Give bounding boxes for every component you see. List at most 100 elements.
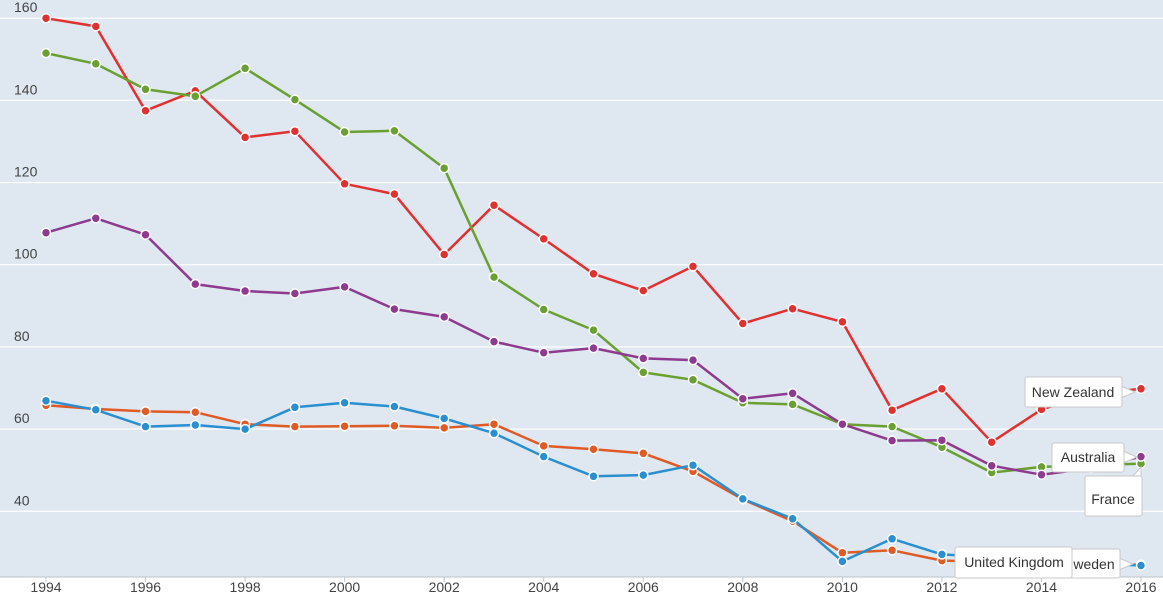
data-point-new-zealand-2004[interactable]	[538, 233, 549, 245]
data-point-sweden-2000[interactable]	[339, 397, 350, 409]
y-tick-label-160: 160	[14, 0, 38, 15]
data-point-new-zealand-1994[interactable]	[40, 12, 52, 24]
data-point-australia-2012[interactable]	[936, 434, 948, 446]
data-point-france-2002[interactable]	[438, 162, 450, 174]
data-point-united-kingdom-1999[interactable]	[289, 421, 301, 432]
data-point-sweden-2016[interactable]	[1135, 560, 1147, 571]
x-tick-label-1994: 1994	[30, 579, 61, 595]
data-point-new-zealand-1998[interactable]	[239, 132, 251, 143]
data-point-sweden-2006[interactable]	[638, 469, 649, 481]
data-point-sweden-1999[interactable]	[289, 402, 301, 413]
data-point-new-zealand-2007[interactable]	[687, 261, 699, 272]
data-point-australia-2002[interactable]	[438, 311, 450, 323]
data-point-new-zealand-2008[interactable]	[737, 318, 749, 329]
data-point-new-zealand-2009[interactable]	[787, 303, 798, 314]
data-point-australia-2014[interactable]	[1036, 469, 1047, 480]
data-point-australia-1999[interactable]	[289, 288, 301, 299]
data-point-sweden-2010[interactable]	[837, 556, 848, 567]
data-point-france-2006[interactable]	[638, 367, 649, 378]
data-point-united-kingdom-2004[interactable]	[538, 440, 549, 452]
data-point-united-kingdom-1997[interactable]	[190, 406, 201, 418]
data-point-sweden-2011[interactable]	[886, 533, 898, 545]
data-point-australia-2000[interactable]	[339, 281, 350, 293]
data-point-sweden-2008[interactable]	[737, 493, 749, 505]
data-point-france-2004[interactable]	[538, 304, 549, 315]
data-point-france-1995[interactable]	[90, 58, 102, 70]
x-tick-label-2006: 2006	[628, 579, 659, 595]
data-point-australia-2011[interactable]	[886, 435, 898, 446]
data-point-united-kingdom-2002[interactable]	[438, 422, 450, 434]
data-point-australia-1998[interactable]	[239, 285, 251, 297]
data-point-united-kingdom-2003[interactable]	[488, 418, 500, 430]
data-point-france-2003[interactable]	[488, 271, 500, 283]
data-point-sweden-1997[interactable]	[190, 419, 201, 431]
data-point-france-1997[interactable]	[190, 91, 201, 102]
data-point-sweden-1995[interactable]	[90, 404, 102, 416]
data-point-new-zealand-2006[interactable]	[638, 285, 649, 296]
data-point-united-kingdom-2006[interactable]	[638, 448, 649, 459]
data-point-sweden-2009[interactable]	[787, 513, 798, 524]
data-point-new-zealand-1995[interactable]	[90, 21, 102, 32]
data-point-new-zealand-2001[interactable]	[389, 188, 400, 200]
data-point-australia-2003[interactable]	[488, 336, 500, 347]
data-point-united-kingdom-2010[interactable]	[837, 547, 848, 559]
data-point-australia-2004[interactable]	[538, 347, 549, 358]
data-point-australia-1997[interactable]	[190, 278, 201, 290]
label-australia: Australia	[1051, 442, 1139, 473]
data-point-united-kingdom-2001[interactable]	[389, 420, 400, 432]
data-point-sweden-1996[interactable]	[140, 421, 151, 432]
data-point-australia-2016[interactable]	[1135, 451, 1147, 462]
label-united-kingdom-text: United Kingdom	[964, 554, 1064, 570]
data-point-australia-2006[interactable]	[638, 353, 649, 364]
data-point-australia-2010[interactable]	[837, 418, 848, 430]
data-point-new-zealand-2012[interactable]	[936, 383, 948, 395]
label-new-zealand: New Zealand	[1024, 376, 1137, 408]
data-point-new-zealand-2016[interactable]	[1135, 383, 1147, 395]
data-point-france-2005[interactable]	[588, 324, 599, 336]
data-point-new-zealand-2010[interactable]	[837, 316, 848, 328]
data-point-france-2011[interactable]	[886, 421, 898, 432]
data-point-australia-2005[interactable]	[588, 342, 599, 354]
data-point-new-zealand-2003[interactable]	[488, 199, 500, 211]
data-point-france-2007[interactable]	[687, 374, 699, 386]
data-point-australia-2013[interactable]	[986, 460, 997, 471]
data-point-united-kingdom-2011[interactable]	[886, 545, 898, 556]
data-point-sweden-2004[interactable]	[538, 451, 549, 462]
data-point-new-zealand-2011[interactable]	[886, 404, 898, 416]
data-point-sweden-2002[interactable]	[438, 413, 450, 424]
data-point-sweden-2001[interactable]	[389, 401, 400, 412]
data-point-australia-2009[interactable]	[787, 388, 798, 399]
data-point-new-zealand-1996[interactable]	[140, 105, 151, 116]
data-point-united-kingdom-1996[interactable]	[140, 406, 151, 417]
data-point-australia-1994[interactable]	[40, 227, 52, 238]
data-point-australia-2001[interactable]	[389, 303, 400, 315]
data-point-sweden-2007[interactable]	[687, 459, 699, 471]
data-point-united-kingdom-2000[interactable]	[339, 420, 350, 432]
data-point-france-2001[interactable]	[389, 125, 400, 137]
data-point-new-zealand-2000[interactable]	[339, 178, 350, 190]
data-point-france-1996[interactable]	[140, 84, 151, 95]
data-point-australia-1996[interactable]	[140, 229, 151, 240]
data-point-sweden-2003[interactable]	[488, 427, 500, 439]
data-point-sweden-1998[interactable]	[239, 423, 251, 435]
data-point-new-zealand-1999[interactable]	[289, 125, 301, 137]
data-point-sweden-2012[interactable]	[936, 549, 948, 560]
data-point-new-zealand-2002[interactable]	[438, 249, 450, 260]
data-point-france-1998[interactable]	[239, 63, 251, 74]
y-tick-label-40: 40	[14, 492, 30, 508]
data-point-sweden-2005[interactable]	[588, 471, 599, 482]
data-point-new-zealand-2005[interactable]	[588, 268, 599, 280]
data-point-france-1999[interactable]	[289, 94, 301, 105]
data-point-france-1994[interactable]	[40, 47, 52, 59]
data-point-new-zealand-2013[interactable]	[986, 436, 997, 448]
data-point-france-2009[interactable]	[787, 399, 798, 410]
data-point-united-kingdom-2005[interactable]	[588, 443, 599, 455]
x-tick-label-2010: 2010	[827, 579, 858, 595]
x-tick-label-2012: 2012	[926, 579, 957, 595]
data-point-sweden-1994[interactable]	[40, 395, 52, 406]
data-point-australia-2008[interactable]	[737, 393, 749, 404]
data-point-australia-1995[interactable]	[90, 213, 102, 224]
data-point-australia-2007[interactable]	[687, 354, 699, 366]
data-point-france-2000[interactable]	[339, 126, 350, 138]
